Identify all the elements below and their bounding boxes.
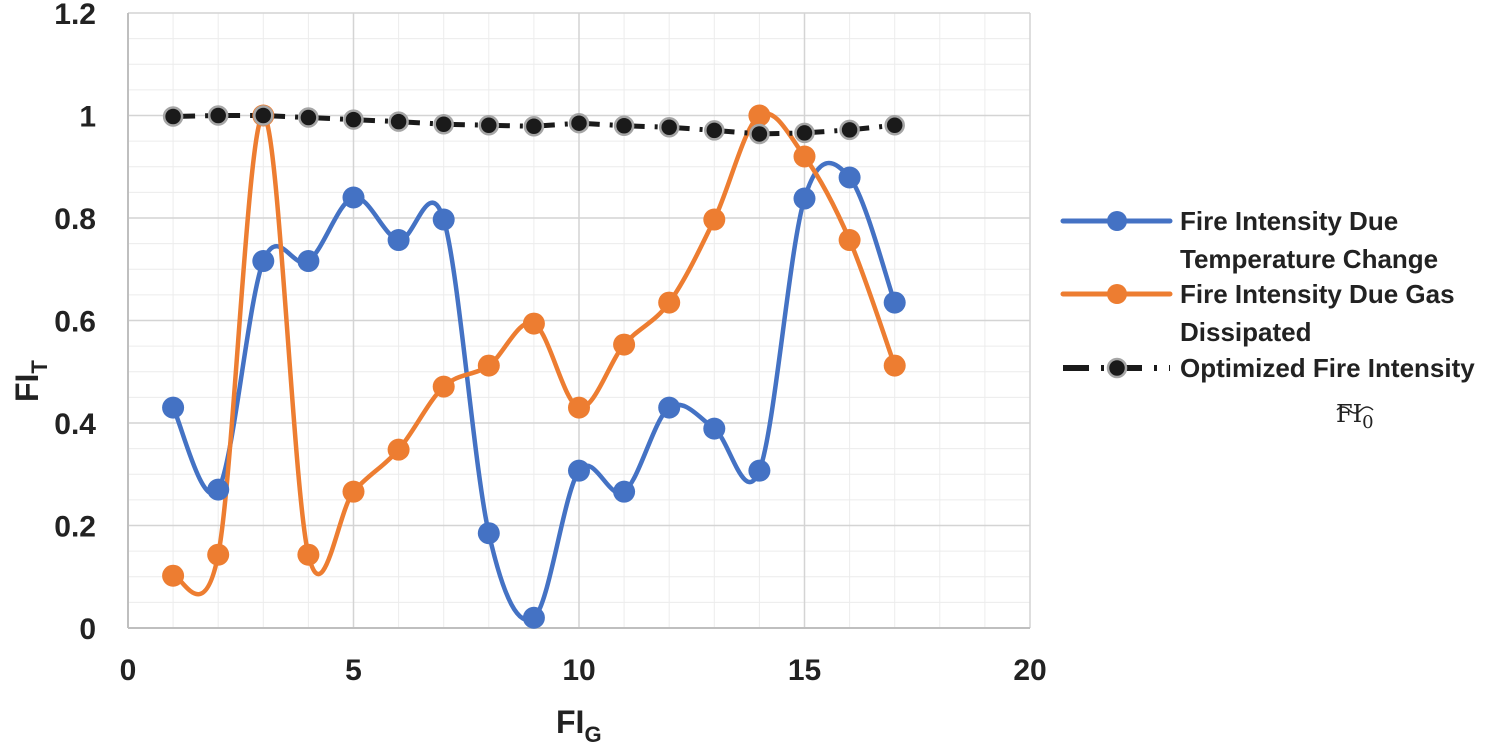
tick-labels: 0 5 10 15 20 0 0.2 0.4 0.6 0.8 1 1.2: [54, 0, 1046, 687]
legend-entry-temperature: Fire Intensity Due Temperature Change: [1060, 206, 1438, 274]
data-point-gas: [432, 375, 455, 398]
y-tick-label: 0.2: [54, 511, 96, 544]
data-point-optimized: [884, 114, 905, 136]
legend-symbol-tilde: [1336, 406, 1374, 414]
legend-label-temperature-line2: Temperature Change: [1180, 244, 1438, 274]
data-point-temperature: [432, 208, 455, 231]
data-point-optimized: [343, 109, 364, 130]
y-tick-label: 0.8: [54, 203, 96, 236]
data-point-temperature: [793, 187, 816, 210]
data-point-optimized: [162, 106, 184, 127]
data-point-gas: [522, 312, 545, 335]
data-point-optimized: [253, 105, 274, 126]
y-tick-label: 0.4: [54, 408, 96, 441]
data-point-gas: [793, 145, 816, 168]
data-point-optimized: [207, 105, 229, 126]
x-tick-label: 10: [562, 654, 595, 687]
legend-marker-temperature: [1107, 211, 1127, 231]
x-tick-label: 5: [345, 654, 362, 687]
y-tick-label: 1: [79, 101, 96, 134]
series-markers: [162, 104, 906, 629]
legend: Fire Intensity Due Temperature Change Fi…: [1060, 206, 1475, 433]
data-point-optimized: [794, 122, 815, 144]
data-point-gas: [658, 291, 681, 314]
data-point-optimized: [568, 112, 590, 134]
data-point-gas: [883, 354, 906, 377]
x-tick-label: 0: [120, 654, 137, 687]
legend-marker-optimized: [1106, 357, 1128, 379]
legend-label-gas-line2: Dissipated: [1180, 317, 1312, 347]
data-point-temperature: [297, 250, 320, 273]
legend-label-temperature-line1: Fire Intensity Due: [1180, 206, 1398, 236]
legend-label-gas-line1: Fire Intensity Due Gas: [1180, 279, 1455, 309]
data-point-optimized: [433, 113, 454, 135]
data-point-temperature: [522, 606, 545, 629]
data-point-optimized: [749, 123, 770, 145]
y-axis-title: FIT: [9, 360, 52, 402]
x-axis-title-sub: G: [584, 722, 601, 744]
data-point-optimized: [478, 114, 500, 136]
data-point-temperature: [703, 417, 726, 440]
legend-entry-gas: Fire Intensity Due Gas Dissipated: [1060, 279, 1455, 347]
data-point-gas: [387, 438, 410, 461]
y-tick-label: 0: [79, 613, 96, 646]
data-point-gas: [477, 354, 500, 377]
data-point-gas: [568, 396, 590, 419]
data-point-gas: [613, 333, 636, 356]
y-tick-label: 0.6: [54, 306, 96, 339]
data-point-optimized: [839, 119, 860, 141]
data-point-temperature: [477, 522, 500, 545]
legend-symbol-sub: 0: [1362, 412, 1373, 433]
x-axis-title-main: FI: [556, 704, 584, 740]
data-point-temperature: [252, 250, 275, 273]
data-point-gas: [342, 480, 365, 503]
data-point-gas: [297, 543, 320, 566]
data-point-temperature: [838, 166, 861, 189]
data-point-temperature: [162, 396, 185, 419]
data-point-gas: [748, 104, 771, 127]
data-point-optimized: [298, 107, 319, 128]
x-axis-title: FIG: [556, 704, 602, 744]
data-point-gas: [838, 229, 861, 252]
legend-symbol-main: FI: [1336, 400, 1362, 428]
data-point-temperature: [883, 291, 906, 314]
data-point-temperature: [658, 396, 681, 419]
axes: [127, 13, 1030, 629]
legend-symbol-optimized: FI0: [1336, 400, 1374, 433]
data-point-optimized: [704, 120, 725, 141]
data-point-gas: [703, 208, 726, 231]
y-axis-title-sub: T: [27, 360, 52, 374]
y-tick-label: 1.2: [54, 0, 96, 31]
data-point-optimized: [613, 115, 635, 136]
data-point-temperature: [613, 480, 636, 503]
data-point-temperature: [342, 186, 365, 209]
data-point-gas: [162, 564, 185, 587]
x-tick-label: 20: [1013, 654, 1046, 687]
data-point-optimized: [658, 117, 680, 138]
data-point-temperature: [387, 229, 410, 252]
data-point-optimized: [523, 116, 545, 137]
legend-marker-gas: [1107, 284, 1127, 304]
data-point-optimized: [388, 111, 409, 132]
data-point-gas: [207, 543, 230, 566]
legend-label-optimized: Optimized Fire Intensity: [1180, 353, 1475, 383]
data-point-temperature: [748, 459, 771, 482]
data-point-temperature: [568, 459, 590, 482]
x-tick-label: 15: [788, 654, 821, 687]
y-axis-title-main: FI: [9, 374, 45, 402]
legend-entry-optimized: Optimized Fire Intensity FI0: [1063, 353, 1475, 433]
data-point-temperature: [207, 478, 230, 501]
